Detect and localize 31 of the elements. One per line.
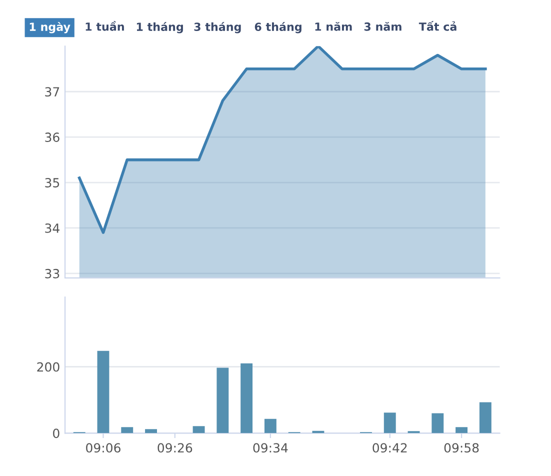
text: 1 tuần (86, 20, 124, 31)
y-tick-label: 33 (45, 268, 60, 278)
x-tick-label: 09:06 (86, 443, 120, 453)
text: 1 năm (315, 22, 352, 31)
text: 3 tháng (194, 22, 241, 34)
y-tick-label: 37 (45, 87, 60, 97)
x-tick-label: 09:42 (372, 443, 407, 453)
x-tick-label: 09:26 (158, 443, 192, 453)
bar (145, 429, 157, 434)
bar (240, 363, 253, 434)
y-tick-label: 200 (37, 362, 60, 372)
bar (432, 413, 444, 434)
bar (216, 368, 229, 434)
bar (479, 402, 492, 434)
x-tick-label: 09:58 (444, 443, 479, 453)
text: Tất cả (418, 20, 456, 31)
text: 1 tháng (136, 22, 183, 34)
y-tick-label: 35 (45, 178, 60, 188)
bar (192, 426, 205, 434)
text: 1 ngày (30, 22, 70, 34)
x-tick-label: 09:34 (253, 443, 288, 453)
y-tick-label: 34 (45, 223, 60, 233)
bar (384, 412, 396, 434)
text: 6 tháng (254, 22, 302, 34)
y-tick-label: 36 (45, 132, 60, 142)
text: 3 năm (364, 22, 402, 31)
bar (456, 427, 468, 434)
bar (97, 350, 110, 434)
y-tick-label: 0 (53, 428, 60, 438)
bar (264, 418, 276, 434)
bar (121, 427, 134, 434)
